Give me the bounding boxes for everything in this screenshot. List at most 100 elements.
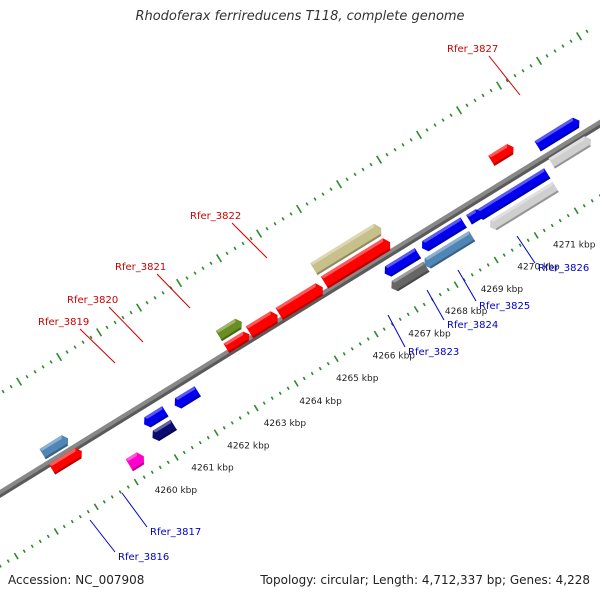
gene-rfer-3822-red[interactable] bbox=[320, 238, 391, 289]
kbp-label: 4267 kbp bbox=[408, 330, 451, 340]
outer-tick bbox=[481, 93, 485, 98]
outer-tick bbox=[336, 180, 343, 189]
inner-tick bbox=[582, 203, 586, 208]
outer-tick bbox=[289, 212, 293, 216]
outer-tick bbox=[216, 254, 223, 263]
outer-tick bbox=[535, 56, 543, 66]
gene-rfer-3826-shade bbox=[482, 176, 551, 220]
outer-tick bbox=[345, 177, 349, 182]
inner-tick bbox=[222, 426, 226, 430]
gene-rfer-3820[interactable] bbox=[245, 311, 278, 339]
gene-rfer-3821-bevel bbox=[275, 283, 316, 310]
outer-tick bbox=[56, 352, 63, 362]
kbp-label: 4268 kbp bbox=[445, 307, 488, 317]
kbp-label: 4260 kbp bbox=[155, 486, 198, 496]
inner-tick bbox=[478, 268, 482, 272]
gene-rfer-3819-red[interactable] bbox=[223, 331, 250, 353]
gene-rfer-3827[interactable] bbox=[488, 144, 514, 166]
inner-tick bbox=[590, 199, 594, 203]
outer-tick bbox=[369, 162, 373, 167]
inner-tick bbox=[22, 549, 26, 553]
outer-tick bbox=[185, 276, 189, 280]
feature-label[interactable]: Rfer_3822 bbox=[190, 211, 241, 222]
outer-tick bbox=[575, 31, 583, 41]
feature-label[interactable]: Rfer_3823 bbox=[408, 347, 459, 358]
feature-label[interactable]: Rfer_3819 bbox=[38, 317, 89, 328]
gene-top-gray-right-bevel bbox=[548, 136, 585, 161]
gene-rfer-3822-khaki-bevel bbox=[310, 223, 375, 265]
inner-tick bbox=[6, 559, 10, 563]
gene-rfer-3816-blue[interactable] bbox=[144, 406, 169, 428]
outer-tick bbox=[561, 44, 565, 48]
gene-left-red[interactable] bbox=[48, 448, 82, 475]
inner-tick bbox=[86, 509, 90, 514]
outer-tick bbox=[585, 29, 589, 34]
feature-leader-line bbox=[516, 235, 536, 264]
inner-tick bbox=[446, 287, 450, 292]
feature-label[interactable]: Rfer_3827 bbox=[447, 44, 498, 55]
inner-tick bbox=[526, 238, 530, 243]
gene-rfer-3819-olive[interactable] bbox=[215, 318, 242, 342]
gene-rfer-3823-blue[interactable] bbox=[384, 248, 422, 277]
outer-tick bbox=[193, 271, 197, 275]
feature-leader-line bbox=[121, 492, 148, 528]
outer-tick bbox=[296, 204, 303, 214]
inner-tick bbox=[382, 327, 386, 331]
outer-tick bbox=[415, 130, 423, 140]
gene-rfer-3817-shade bbox=[180, 394, 201, 409]
inner-tick bbox=[118, 490, 122, 494]
gene-rfer-3824-bevel bbox=[424, 231, 470, 261]
gene-rfer-3826[interactable] bbox=[476, 168, 551, 220]
inner-tick bbox=[493, 256, 499, 264]
inner-tick bbox=[510, 248, 514, 252]
gene-rfer-3816-navy-bevel bbox=[152, 419, 171, 433]
inner-tick bbox=[150, 470, 154, 475]
gene-rfer-3817[interactable] bbox=[174, 386, 201, 409]
outer-tick bbox=[73, 345, 77, 349]
inner-tick bbox=[213, 429, 219, 437]
outer-tick bbox=[513, 73, 517, 78]
gene-rfer-3823-gray[interactable] bbox=[391, 261, 430, 292]
inner-tick bbox=[0, 564, 2, 568]
gene-rfer-3822-khaki[interactable] bbox=[310, 223, 382, 276]
feature-label[interactable]: Rfer_3816 bbox=[118, 552, 169, 563]
kbp-label: 4262 kbp bbox=[227, 441, 270, 451]
gene-top-gray-right[interactable] bbox=[548, 136, 591, 169]
gene-left-steel[interactable] bbox=[39, 435, 69, 460]
gene-rfer-3826-gray-shade bbox=[495, 190, 559, 231]
inner-tick bbox=[318, 366, 322, 371]
gene-rfer-3816-navy[interactable] bbox=[152, 419, 177, 441]
outer-tick bbox=[455, 105, 463, 115]
feature-label[interactable]: Rfer_3820 bbox=[67, 295, 118, 306]
gene-rfer-3825[interactable] bbox=[422, 217, 467, 252]
feature-leader-line bbox=[488, 55, 521, 96]
feature-label[interactable]: Rfer_3826 bbox=[538, 263, 589, 274]
gene-top-blue-right-shade bbox=[539, 126, 580, 152]
outer-tick bbox=[361, 167, 365, 172]
inner-tick bbox=[158, 465, 162, 470]
inner-tick bbox=[142, 475, 146, 479]
accession-label: Accession: NC_007908 bbox=[8, 573, 145, 587]
feature-label[interactable]: Rfer_3817 bbox=[150, 527, 201, 538]
gene-edge-magenta-bevel bbox=[125, 452, 137, 461]
outer-tick bbox=[553, 49, 557, 53]
gene-rfer-3821[interactable] bbox=[275, 283, 323, 320]
inner-tick bbox=[550, 223, 554, 228]
inner-tick bbox=[93, 503, 99, 511]
feature-label[interactable]: Rfer_3825 bbox=[479, 301, 530, 312]
feature-label[interactable]: Rfer_3821 bbox=[115, 262, 166, 273]
outer-tick bbox=[265, 226, 269, 231]
inner-tick bbox=[453, 281, 459, 289]
outer-tick bbox=[81, 340, 85, 344]
gene-rfer-3820-bevel bbox=[245, 311, 271, 329]
gene-rfer-3826-gray[interactable] bbox=[490, 181, 559, 231]
inner-tick bbox=[102, 500, 106, 504]
inner-tick bbox=[182, 450, 186, 455]
gene-top-blue-right[interactable] bbox=[534, 117, 580, 152]
gene-rfer-3824[interactable] bbox=[424, 231, 476, 269]
feature-label[interactable]: Rfer_3824 bbox=[447, 320, 498, 331]
inner-tick bbox=[278, 391, 282, 396]
inner-tick bbox=[262, 401, 266, 405]
